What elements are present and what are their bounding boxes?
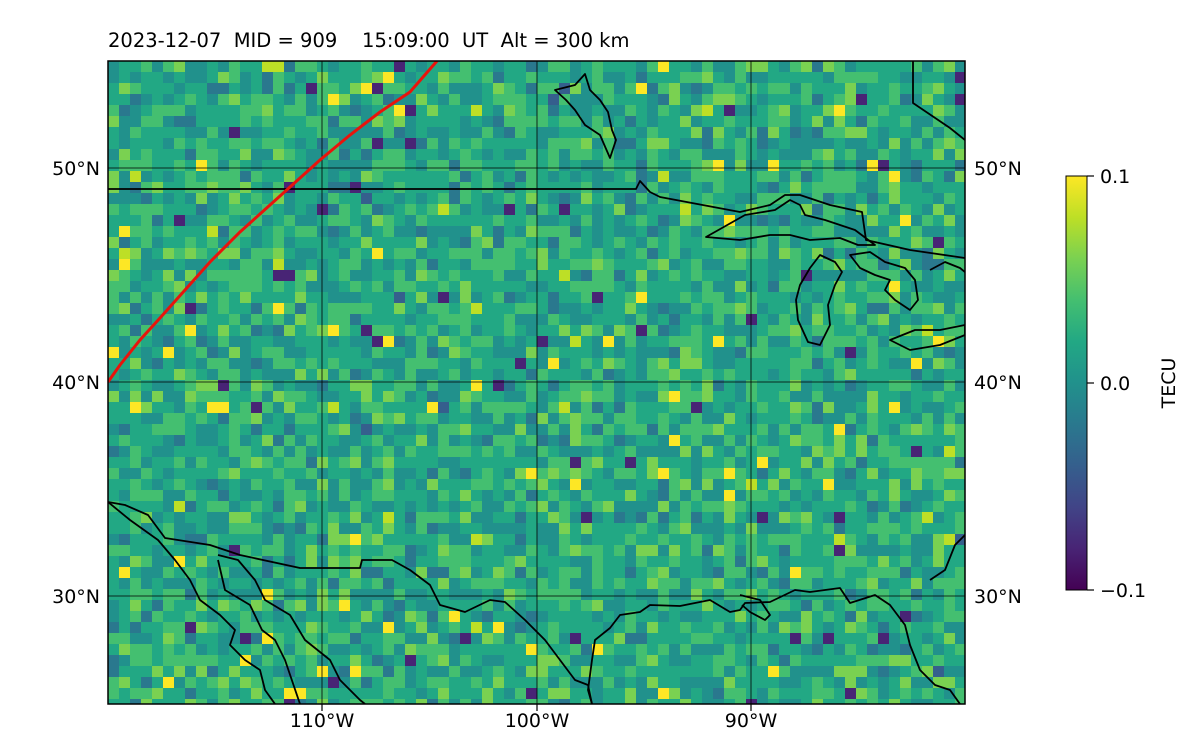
lon-label-90: 90°W xyxy=(725,710,778,732)
us-canada-border xyxy=(108,180,965,259)
lake-superior xyxy=(705,199,876,246)
lake-huron xyxy=(849,251,919,311)
lat-label-30-right: 30°N xyxy=(974,586,1022,608)
lat-label-30-left: 30°N xyxy=(52,586,100,608)
colorbar-gradient xyxy=(1065,175,1088,591)
colorbar-tick-max: 0.1 xyxy=(1100,166,1130,188)
colorbar-tick-min: −0.1 xyxy=(1100,580,1146,602)
lake-michigan xyxy=(795,254,843,346)
lat-label-40-right: 40°N xyxy=(974,372,1022,394)
colorbar-tick-mid: 0.0 xyxy=(1100,373,1130,395)
coastlines-borders xyxy=(108,61,965,704)
lon-label-100: 100°W xyxy=(505,710,570,732)
gulf-of-california-east xyxy=(217,554,366,704)
mississippi-delta xyxy=(739,594,771,621)
lake-erie-ontario xyxy=(889,261,965,351)
florida-east xyxy=(929,534,965,581)
lake-winnipeg xyxy=(554,73,617,159)
axis-ticks xyxy=(321,704,752,711)
colorbar: 0.1 0.0 −0.1 TECU xyxy=(1065,166,1180,602)
colorbar-label: TECU xyxy=(1158,358,1180,410)
us-mexico-border xyxy=(108,501,593,704)
boundary-curve xyxy=(108,61,439,383)
plot-title: 2023-12-07 MID = 909 15:09:00 UT Alt = 3… xyxy=(108,29,630,52)
gulf-of-california-west xyxy=(217,559,301,704)
baja-california xyxy=(108,501,276,704)
hudson-bay-shore xyxy=(912,61,965,141)
lat-label-40-left: 40°N xyxy=(52,372,100,394)
lon-label-110: 110°W xyxy=(290,710,355,732)
lat-label-50-right: 50°N xyxy=(974,158,1022,180)
gulf-coast xyxy=(587,587,961,704)
lat-label-50-left: 50°N xyxy=(52,158,100,180)
